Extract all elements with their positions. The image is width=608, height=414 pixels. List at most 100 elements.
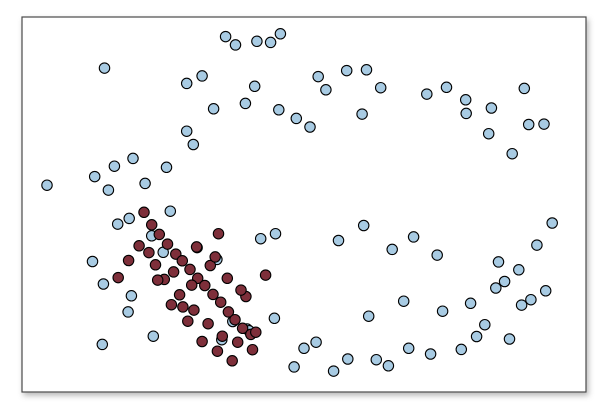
- scatter-point-series-1: [180, 125, 193, 137]
- scatter-point-series-1: [386, 243, 398, 256]
- scatter-point-series-2: [207, 288, 219, 301]
- scatter-point-series-2: [184, 263, 196, 276]
- scatter-point-series-1: [108, 160, 121, 172]
- scatter-point-series-1: [531, 239, 543, 251]
- scatter-point-series-1: [123, 212, 135, 225]
- scatter-point-series-2: [161, 238, 174, 250]
- scatter-point-series-1: [327, 365, 340, 377]
- scatter-point-series-1: [196, 70, 208, 82]
- scatter-point-series-1: [139, 177, 151, 190]
- scatter-point-series-1: [125, 290, 138, 302]
- scatter-point-series-1: [492, 256, 505, 268]
- scatter-point-series-1: [251, 35, 263, 48]
- scatter-point-series-1: [268, 312, 281, 325]
- scatter-point-series-1: [356, 108, 368, 120]
- scatter-point-series-1: [41, 179, 53, 191]
- scatter-point-series-1: [455, 343, 468, 356]
- scatter-point-series-1: [310, 336, 322, 348]
- scatter-point-series-1: [298, 342, 310, 355]
- scatter-point-series-2: [259, 269, 272, 281]
- scatter-point-series-2: [212, 227, 225, 240]
- scatter-point-series-1: [402, 342, 415, 355]
- scatter-point-series-1: [290, 112, 303, 125]
- scatter-point-series-1: [407, 231, 420, 243]
- scatter-point-series-1: [440, 81, 453, 94]
- scatter-point-series-2: [153, 228, 166, 241]
- scatter-point-series-2: [235, 284, 247, 296]
- scatter-point-series-2: [236, 322, 249, 335]
- scatter-point-series-1: [479, 318, 491, 331]
- scatter-point-series-1: [515, 299, 528, 311]
- scatter-point-series-2: [133, 240, 145, 252]
- scatter-point-series-2: [196, 335, 208, 348]
- scatter-point-series-1: [340, 64, 353, 77]
- scatter-point-series-2: [188, 304, 200, 316]
- scatter-point-series-1: [525, 293, 537, 306]
- scatter-point-series-1: [522, 118, 535, 131]
- scatter-point-series-1: [312, 70, 324, 83]
- scatter-point-series-2: [221, 272, 234, 285]
- scatter-point-series-1: [97, 278, 110, 290]
- scatter-point-series-1: [98, 62, 111, 74]
- scatter-point-series-2: [229, 313, 241, 326]
- scatter-point-series-1: [360, 64, 373, 76]
- scatter-point-series-2: [143, 246, 155, 259]
- scatter-point-series-2: [204, 259, 217, 272]
- scatter-point-series-1: [459, 94, 472, 106]
- scatter-point-series-1: [374, 81, 387, 94]
- scatter-point-series-2: [165, 298, 178, 311]
- scatter-point-series-1: [96, 338, 109, 351]
- scatter-point-series-2: [231, 336, 244, 348]
- scatter-point-series-1: [160, 161, 173, 174]
- scatter-point-series-1: [546, 217, 558, 229]
- scatter-point-series-1: [421, 88, 433, 100]
- scatter-point-series-2: [190, 241, 203, 253]
- scatter-point-series-1: [264, 36, 277, 49]
- scatter-point-series-1: [498, 275, 511, 288]
- scatter-point-series-1: [460, 107, 472, 120]
- scatter-point-series-1: [187, 138, 200, 151]
- scatter-point-series-1: [288, 361, 300, 373]
- scatter-point-series-1: [485, 102, 498, 114]
- scatter-point-series-2: [177, 301, 189, 313]
- scatter-point-series-2: [246, 343, 259, 356]
- scatter-point-series-1: [219, 30, 232, 43]
- scatter-point-series-1: [357, 219, 370, 232]
- scatter-point-series-1: [273, 104, 285, 116]
- scatter-point-series-1: [248, 80, 261, 93]
- scatter-point-series-1: [513, 264, 525, 276]
- scatter-point-series-1: [320, 84, 332, 96]
- scatter-point-series-1: [482, 127, 495, 140]
- scatter-point-series-2: [151, 274, 164, 286]
- scatter-point-series-1: [269, 227, 282, 240]
- scatter-point-series-2: [176, 255, 189, 267]
- scatter-point-series-1: [370, 353, 383, 366]
- scatter-point-series-1: [102, 184, 115, 196]
- scatter-point-series-1: [164, 205, 177, 217]
- scatter-point-series-2: [216, 330, 229, 342]
- scatter-point-series-2: [209, 251, 221, 263]
- scatter-point-series-2: [138, 206, 150, 219]
- scatter-point-series-2: [211, 345, 224, 357]
- plot-area-frame: [21, 16, 587, 393]
- scatter-point-series-1: [147, 330, 160, 342]
- scatter-point-series-2: [222, 306, 235, 318]
- scatter-point-series-1: [362, 310, 375, 322]
- scatter-point-series-1: [397, 295, 410, 307]
- scatter-point-series-1: [506, 147, 518, 160]
- scatter-point-series-2: [122, 254, 135, 267]
- scatter-point-series-1: [464, 297, 477, 310]
- scatter-point-series-2: [149, 259, 162, 271]
- scatter-point-series-1: [88, 170, 101, 183]
- scatter-point-series-1: [518, 82, 531, 95]
- scatter-point-series-1: [470, 330, 483, 343]
- scatter-point-series-1: [382, 360, 395, 372]
- scatter-point-series-2: [185, 279, 198, 291]
- scatter-point-series-1: [180, 77, 193, 90]
- scatter-point-series-1: [342, 353, 354, 365]
- scatter-point-series-1: [254, 232, 267, 245]
- scatter-point-series-2: [112, 271, 124, 284]
- scatter-point-series-1: [127, 152, 139, 165]
- scatter-point-series-2: [214, 296, 227, 308]
